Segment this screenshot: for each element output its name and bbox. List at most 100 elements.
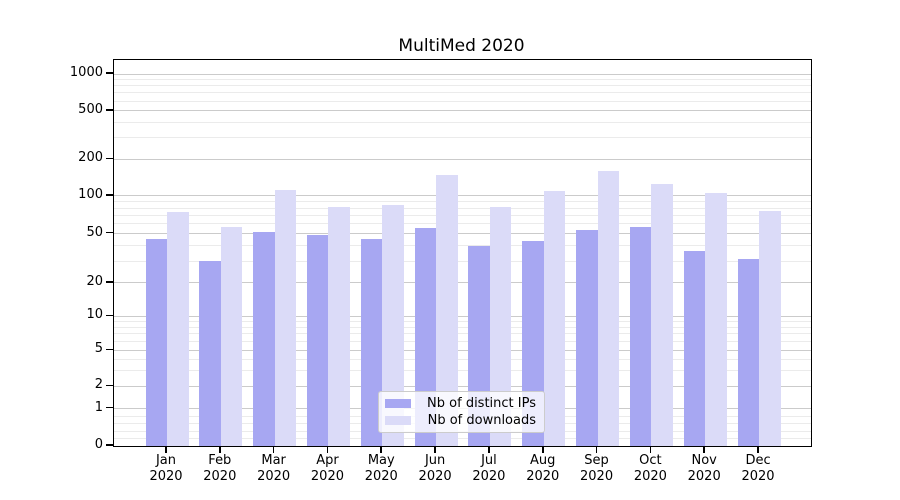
x-tick-label: Aug 2020 bbox=[511, 453, 575, 485]
legend: Nb of distinct IPs Nb of downloads bbox=[378, 391, 545, 433]
gridline-major bbox=[114, 282, 811, 284]
bar-downloads bbox=[759, 210, 781, 446]
x-tick-year: 2020 bbox=[257, 469, 291, 484]
gridline-major bbox=[114, 73, 811, 75]
x-tick-mark bbox=[488, 446, 490, 453]
bar-distinct-ips bbox=[360, 239, 383, 446]
x-tick-month: Jan bbox=[155, 453, 177, 468]
gridline-major bbox=[114, 349, 811, 351]
x-tick-mark bbox=[703, 446, 705, 453]
legend-item-distinct-ips: Nb of distinct IPs bbox=[385, 395, 536, 412]
y-tick-label: 0 bbox=[94, 437, 103, 452]
gridline-minor bbox=[114, 358, 811, 360]
bar-downloads bbox=[705, 193, 727, 446]
gridline-minor bbox=[114, 214, 811, 216]
gridline-major bbox=[114, 315, 811, 317]
bar-downloads bbox=[597, 171, 620, 446]
x-tick-month: Aug bbox=[530, 453, 556, 468]
x-tick-year: 2020 bbox=[526, 469, 560, 484]
gridline-minor bbox=[114, 223, 811, 225]
bar-downloads bbox=[489, 206, 512, 446]
x-tick-label: Jun 2020 bbox=[403, 453, 467, 485]
gridline-minor bbox=[114, 92, 811, 94]
y-tick-mark bbox=[106, 444, 113, 446]
x-tick-month: Apr bbox=[316, 453, 339, 468]
x-tick-month: Oct bbox=[639, 453, 662, 468]
gridline-minor bbox=[114, 79, 811, 81]
bar-distinct-ips bbox=[306, 234, 329, 446]
gridline-minor bbox=[114, 137, 811, 139]
bar-downloads bbox=[328, 206, 350, 446]
y-tick-mark bbox=[106, 280, 113, 283]
x-tick-mark bbox=[595, 446, 598, 453]
legend-item-downloads: Nb of downloads bbox=[385, 412, 536, 429]
bar-downloads bbox=[382, 204, 404, 446]
gridline-minor bbox=[114, 333, 811, 335]
y-tick-label: 20 bbox=[86, 273, 103, 289]
y-tick-label: 1000 bbox=[69, 65, 103, 80]
x-tick-year: 2020 bbox=[364, 469, 398, 484]
x-tick-year: 2020 bbox=[741, 469, 775, 484]
x-tick-month: Feb bbox=[208, 453, 232, 468]
x-tick-mark bbox=[649, 446, 652, 453]
bar-distinct-ips bbox=[576, 230, 598, 446]
bar-downloads bbox=[220, 227, 243, 446]
gridline-major bbox=[114, 233, 811, 235]
x-tick-label: Apr 2020 bbox=[295, 453, 359, 485]
x-tick-label: May 2020 bbox=[349, 453, 413, 485]
x-tick-mark bbox=[380, 446, 383, 453]
x-tick-label: Mar 2020 bbox=[242, 453, 306, 485]
y-tick-mark bbox=[106, 231, 113, 234]
bar-distinct-ips bbox=[737, 259, 760, 446]
y-tick-mark bbox=[106, 108, 113, 111]
x-tick-label: Oct 2020 bbox=[618, 453, 682, 485]
x-tick-month: Sep bbox=[584, 453, 609, 468]
y-tick-label: 200 bbox=[78, 150, 103, 166]
gridline-minor bbox=[114, 245, 811, 247]
y-tick-label: 500 bbox=[78, 101, 103, 117]
gridline-minor bbox=[114, 260, 811, 262]
x-tick-mark bbox=[541, 446, 544, 453]
y-tick-label: 10 bbox=[86, 307, 103, 323]
y-tick-label: 100 bbox=[78, 186, 103, 202]
bar-downloads bbox=[543, 190, 566, 446]
gridline-minor bbox=[114, 438, 811, 439]
y-tick-mark bbox=[106, 72, 113, 74]
x-tick-mark bbox=[434, 446, 436, 453]
y-tick-label: 1 bbox=[94, 399, 103, 415]
gridline-major bbox=[114, 195, 811, 197]
x-tick-label: Jan 2020 bbox=[134, 453, 198, 485]
legend-swatch-downloads bbox=[385, 416, 411, 425]
x-tick-year: 2020 bbox=[149, 469, 183, 484]
x-tick-year: 2020 bbox=[203, 469, 237, 484]
y-tick-mark bbox=[106, 157, 113, 160]
x-tick-month: Dec bbox=[745, 453, 771, 468]
bar-distinct-ips bbox=[683, 251, 706, 446]
gridline-minor bbox=[114, 122, 811, 124]
y-tick-mark bbox=[106, 384, 113, 387]
x-tick-month: May bbox=[367, 453, 395, 468]
x-tick-year: 2020 bbox=[633, 469, 667, 484]
x-tick-year: 2020 bbox=[472, 469, 506, 484]
gridline-minor bbox=[114, 326, 811, 328]
x-tick-label: Jul 2020 bbox=[457, 453, 521, 485]
y-tick-mark bbox=[106, 194, 113, 196]
bar-downloads bbox=[274, 189, 297, 446]
gridline-major bbox=[114, 110, 811, 112]
bar-distinct-ips bbox=[253, 231, 275, 446]
gridline-minor bbox=[114, 100, 811, 102]
legend-label-distinct-ips: Nb of distinct IPs bbox=[427, 396, 536, 411]
x-tick-year: 2020 bbox=[580, 469, 614, 484]
bar-downloads bbox=[167, 211, 189, 446]
x-tick-label: Feb 2020 bbox=[188, 453, 252, 485]
gridline-major bbox=[114, 158, 811, 160]
gridline-minor bbox=[114, 321, 811, 323]
gridline-minor bbox=[114, 85, 811, 87]
plot-area bbox=[113, 59, 812, 447]
legend-label-downloads: Nb of downloads bbox=[427, 413, 536, 428]
x-tick-mark bbox=[326, 446, 329, 453]
x-tick-month: Jun bbox=[424, 453, 446, 468]
gridline-minor bbox=[114, 340, 811, 342]
x-tick-year: 2020 bbox=[418, 469, 452, 484]
